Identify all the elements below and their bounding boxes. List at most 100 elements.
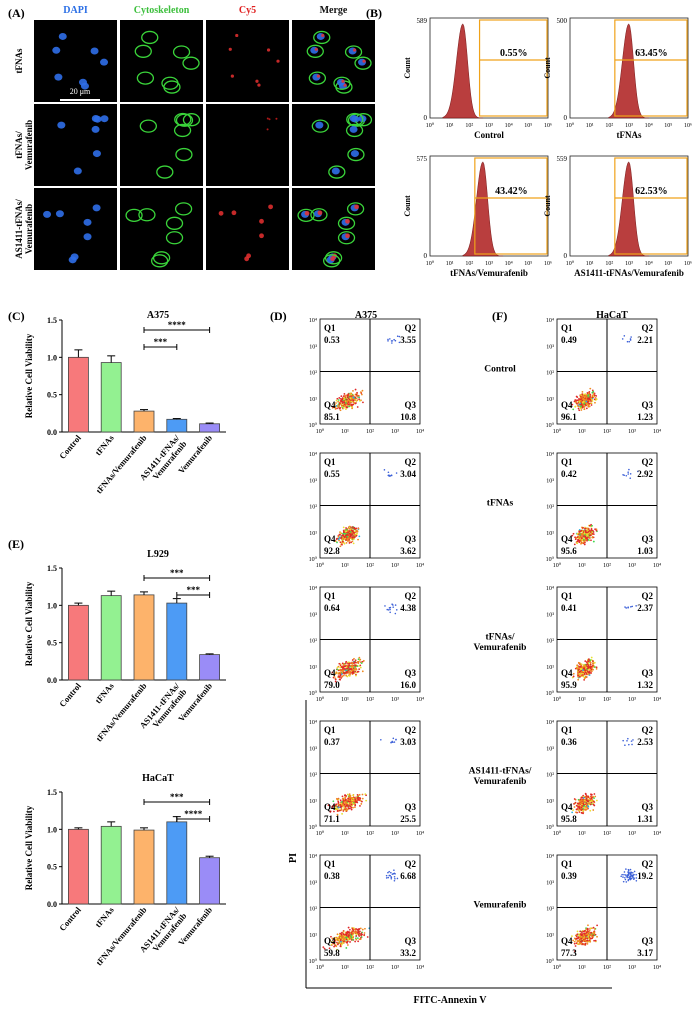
y-tick-label: 0.0 [47, 428, 57, 437]
dotplot-xtick: 10¹ [341, 429, 349, 435]
event-dot [592, 936, 594, 938]
event-dot [355, 674, 357, 677]
gate-box [614, 157, 688, 255]
quadrant-name: Q2 [404, 591, 416, 601]
event-dot [584, 671, 587, 674]
dotplot-ytick: 10² [546, 505, 554, 511]
event-dot [594, 401, 596, 404]
apoptosis-group-label-line: tFNAs/ [485, 633, 514, 643]
micro-row-label-line: AS1411-tFNAs/ [14, 199, 24, 259]
cytoskeleton [165, 231, 184, 245]
event-dot [343, 535, 345, 538]
event-dot [357, 928, 360, 931]
event-dot [354, 931, 357, 934]
nucleus [90, 47, 99, 55]
event-dot [630, 873, 632, 875]
apoptosis-group-label-line: Vemurafenib [474, 777, 527, 787]
event-dot [583, 408, 586, 410]
y-axis-label: Relative Cell Viability [24, 333, 34, 418]
event-dot [340, 400, 343, 403]
event-dot [582, 663, 585, 666]
event-dot [347, 393, 350, 395]
event-dot [590, 656, 593, 659]
gate-percentage: 0.55% [500, 48, 528, 59]
event-dot [386, 608, 389, 611]
bar [100, 825, 122, 905]
event-dot [578, 665, 580, 668]
event-dot [339, 666, 342, 669]
event-dot [356, 391, 358, 394]
nucleus [100, 115, 109, 123]
dotplot-xtick: 10⁰ [553, 830, 562, 837]
event-dot [362, 401, 364, 404]
event-dot [356, 793, 359, 796]
scale-bar-label: 20 μm [70, 87, 91, 96]
event-dot [351, 799, 354, 802]
event-dot [627, 607, 629, 609]
event-dot [595, 528, 598, 531]
event-dot [582, 674, 585, 677]
event-dot [587, 400, 590, 403]
quadrant-name: Q4 [324, 668, 336, 678]
event-dot [585, 793, 587, 796]
q3-value: 10.8 [400, 412, 416, 422]
event-dot [333, 940, 336, 943]
event-dot [582, 930, 585, 933]
event-dot [387, 338, 389, 341]
quadrant-name: Q2 [404, 457, 416, 467]
event-dot [585, 531, 587, 533]
cytoskeleton [175, 147, 193, 162]
cytoskeleton [174, 202, 193, 216]
event-dot [336, 666, 339, 669]
event-dot [577, 407, 580, 410]
dotplot-xtick: 10⁴ [653, 697, 661, 703]
event-dot [335, 945, 338, 948]
event-dot [348, 530, 351, 533]
event-dot [391, 603, 393, 606]
panel-label-a: (A) [8, 6, 25, 20]
event-dot [339, 938, 342, 941]
event-dot [585, 803, 588, 806]
event-dot [393, 876, 396, 878]
event-dot [581, 391, 584, 393]
event-dot [344, 794, 347, 796]
event-dot [396, 877, 399, 880]
event-dot [349, 534, 352, 537]
event-dot [587, 665, 589, 668]
event-dot [343, 404, 346, 407]
event-dot [342, 537, 345, 540]
event-dot [394, 877, 396, 880]
event-dot [346, 793, 349, 796]
event-dot [349, 802, 352, 805]
event-dot [573, 942, 576, 945]
event-dot [346, 808, 349, 811]
event-dot [347, 926, 350, 929]
event-dot [587, 800, 590, 803]
event-dot [350, 393, 352, 396]
event-dot [629, 477, 632, 479]
event-dot [336, 943, 339, 946]
event-dot [334, 808, 337, 811]
event-dot [342, 933, 345, 936]
y-tick-label: 1.5 [47, 564, 57, 573]
quadrant-name: Q4 [561, 400, 573, 410]
y-tick-label: 1.0 [47, 601, 57, 610]
event-dot [578, 401, 581, 404]
event-dot [579, 930, 582, 933]
event-dot [347, 666, 350, 668]
event-dot [354, 661, 357, 664]
event-dot [391, 342, 393, 344]
dotplot-xtick: 10⁴ [653, 831, 661, 837]
dotplot-xtick: 10¹ [341, 965, 349, 971]
event-dot [388, 870, 390, 873]
quadrant-name: Q4 [324, 936, 336, 946]
chart-title: HaCaT [142, 773, 174, 784]
event-dot [621, 338, 624, 340]
chart-title: A375 [147, 310, 169, 321]
quadrant-name: Q1 [324, 859, 336, 869]
flow-histogram: 575 0 Count 10⁰ 10¹ 10² 10³ 10⁴ 10⁵ 10⁶ tFNAs/Vemu… [403, 155, 552, 278]
q2-value: 2.53 [637, 737, 653, 747]
